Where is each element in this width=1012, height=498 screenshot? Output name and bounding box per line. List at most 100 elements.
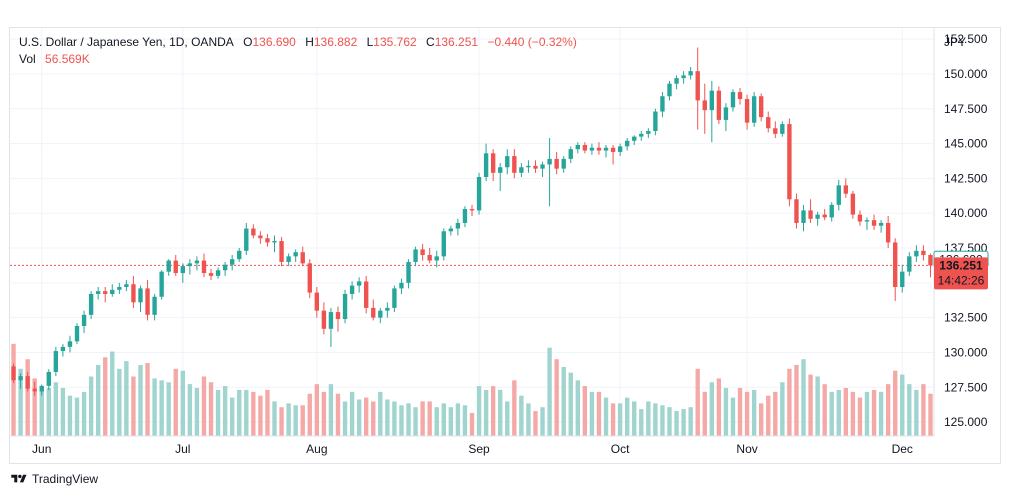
candle-body: [519, 167, 524, 173]
candle: [547, 138, 552, 207]
candle: [335, 306, 341, 332]
candle: [39, 384, 44, 396]
candle-body: [674, 78, 679, 84]
candle: [759, 93, 764, 122]
volume-bar: [653, 403, 658, 436]
volume-bar: [145, 363, 150, 436]
candle: [716, 86, 722, 125]
volume-bar: [498, 389, 503, 436]
candle-body: [469, 209, 475, 211]
candle-body: [131, 284, 136, 303]
candle: [356, 277, 362, 293]
candle: [371, 299, 376, 321]
candle-body: [258, 235, 263, 239]
candle: [885, 215, 891, 249]
low-label: L: [366, 35, 374, 49]
x-tick-label: Jul: [175, 442, 190, 456]
volume-bar: [95, 364, 101, 436]
volume-bar: [441, 403, 446, 436]
candle: [850, 190, 856, 219]
candle-body: [554, 158, 559, 169]
candle: [131, 275, 136, 308]
candle: [60, 344, 66, 357]
volume-label[interactable]: Vol: [19, 52, 36, 66]
candle-body: [498, 167, 503, 173]
volume-bar: [11, 343, 16, 436]
candle: [208, 268, 214, 281]
volume-bar: [596, 391, 602, 436]
candle: [596, 142, 602, 155]
candle: [653, 108, 658, 136]
candle-body: [208, 273, 214, 276]
volume-bar: [582, 386, 588, 436]
open-value: 136.690: [252, 35, 296, 49]
volume-bar: [222, 386, 228, 436]
candle: [413, 246, 418, 267]
candle: [124, 280, 129, 292]
volume-bar: [907, 384, 912, 436]
volume-bar: [194, 388, 200, 436]
candle-body: [610, 147, 616, 152]
change-value: −0.440 (−0.32%): [487, 35, 577, 49]
candle: [314, 287, 320, 318]
y-tick-label: 130.000: [944, 345, 988, 359]
candle: [222, 261, 228, 276]
high-value: 136.882: [313, 35, 358, 49]
symbol-title[interactable]: U.S. Dollar / Japanese Yen, 1D, OANDA: [19, 35, 234, 49]
candle: [575, 142, 580, 154]
candle: [914, 245, 919, 262]
volume-bar: [74, 397, 80, 436]
candle: [624, 138, 630, 151]
volume-bar: [857, 397, 863, 436]
volume-bar: [864, 391, 870, 436]
volume-bar: [751, 389, 757, 436]
candle-body: [871, 220, 877, 226]
candle-body: [462, 209, 468, 223]
candle: [907, 252, 912, 276]
volume-bar: [81, 391, 87, 436]
candle: [526, 160, 531, 173]
candle: [448, 225, 454, 236]
volume-bar: [314, 384, 320, 436]
candle: [610, 144, 616, 165]
x-tick-label: Dec: [892, 442, 913, 456]
volume-bar: [60, 388, 66, 436]
volume-bar: [632, 401, 637, 436]
volume-bar: [921, 384, 926, 436]
candle: [568, 146, 573, 164]
candle: [46, 369, 51, 391]
volume-bar: [88, 376, 94, 436]
tradingview-logo[interactable]: TradingView: [10, 472, 98, 486]
candle-body: [110, 289, 115, 294]
candle: [709, 80, 715, 143]
candle: [857, 210, 863, 226]
volume-bar: [406, 403, 411, 436]
volume-bar: [258, 395, 263, 436]
candle-body: [441, 231, 446, 257]
candle-body: [88, 293, 94, 315]
candlestick-chart[interactable]: 152.500 150.000 147.500 145.000 142.500 140.0…: [0, 0, 1012, 464]
candle: [95, 287, 101, 300]
candle-body: [103, 291, 108, 294]
candle-body: [709, 90, 715, 111]
candle-body: [117, 287, 122, 290]
candle: [307, 259, 312, 299]
candle: [702, 83, 707, 134]
candle-body: [603, 147, 609, 151]
candle-body: [356, 281, 362, 286]
candle: [194, 256, 200, 271]
candle-body: [314, 292, 320, 311]
candle: [53, 346, 59, 377]
candle-body: [60, 346, 66, 352]
volume-bar: [265, 389, 270, 436]
volume-bar: [434, 407, 439, 436]
candle-body: [81, 314, 87, 326]
candle: [272, 235, 277, 253]
candle-body: [533, 165, 538, 169]
candle-body: [364, 281, 369, 308]
volume-bar: [787, 368, 792, 436]
candle-body: [885, 222, 891, 243]
volume-bar: [878, 391, 884, 436]
high-label: H: [305, 35, 314, 49]
candle: [878, 220, 884, 233]
